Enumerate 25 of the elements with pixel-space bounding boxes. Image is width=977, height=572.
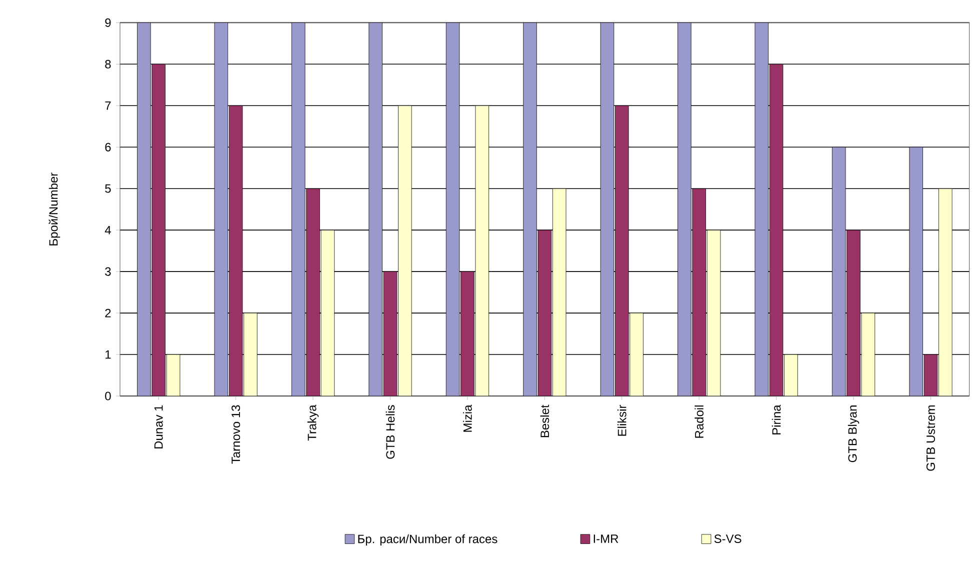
legend-label: Бр. раси/Number of races (358, 534, 498, 546)
x-tick-label: Pirina (772, 404, 781, 434)
y-tick-label: 0 (105, 392, 111, 400)
y-tick-label: 9 (105, 18, 111, 27)
y-tick-label: 3 (105, 267, 111, 276)
x-tick-label: Dunav 1 (154, 405, 163, 448)
y-tick-label: 5 (105, 184, 111, 193)
x-tick-label: Radoil (694, 406, 704, 438)
x-tick-label: Beslet (540, 404, 550, 438)
y-tick-label: 6 (105, 142, 111, 152)
legend-label: I-MR (594, 534, 618, 543)
x-tick-label: Eliksir (617, 404, 626, 436)
y-tick-label: 2 (105, 308, 111, 318)
y-tick-label: 7 (105, 102, 111, 110)
x-tick-label: GTB Helis (386, 405, 395, 459)
x-tick-label: Tarnovo 13 (232, 405, 240, 464)
y-axis-title: Брой/Number (48, 172, 60, 246)
y-tick-label: 1 (106, 350, 111, 359)
x-tick-label: GTB Blyan (848, 406, 860, 462)
y-tick-label: 4 (104, 226, 111, 234)
x-tick-label: GTB Ustrem (926, 406, 935, 471)
x-tick-label: Mizia (463, 404, 472, 432)
y-tick-label: 8 (105, 60, 111, 68)
legend-label: S-VS (714, 534, 742, 544)
x-tick-label: Trakya (307, 404, 319, 441)
